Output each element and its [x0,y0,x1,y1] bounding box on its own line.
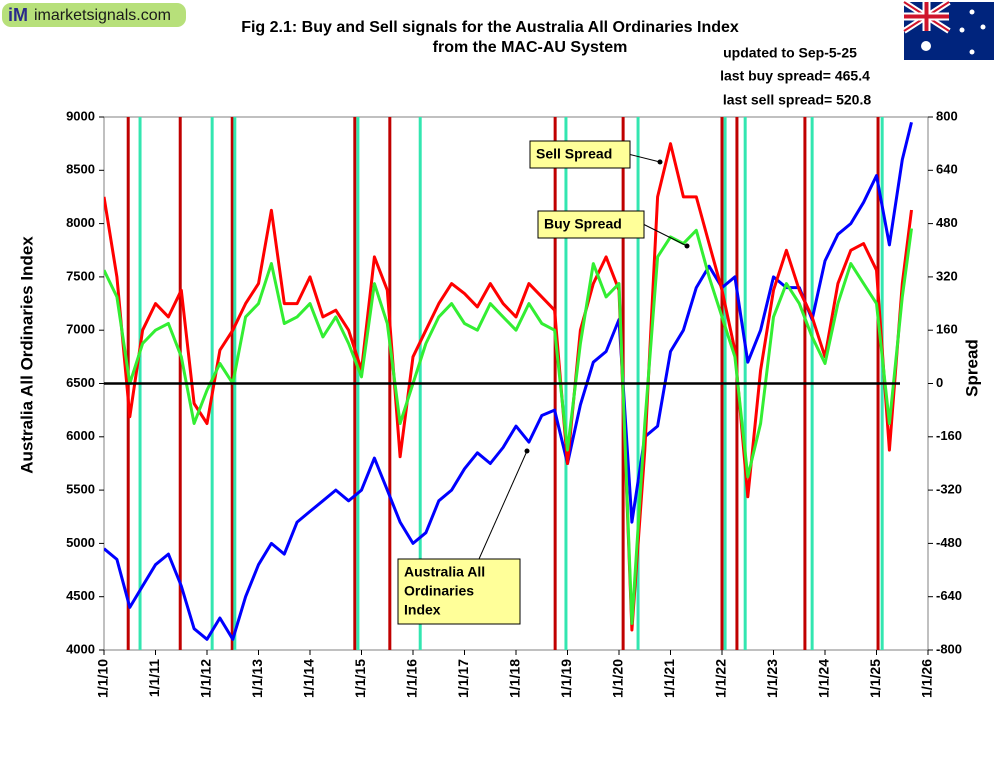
x-tick-label: 1/1/17 [455,659,471,698]
annotation-box [529,140,631,169]
x-tick-label: 1/1/22 [713,659,729,698]
y2-tick-label: 160 [936,322,958,337]
x-tick-label: 1/1/10 [95,659,111,698]
annotation-text: Index [404,602,441,618]
x-tick-label: 1/1/20 [610,659,626,698]
flag [902,0,994,60]
x-tick-label: 1/1/21 [661,659,677,698]
y2-tick-label: 320 [936,268,958,283]
x-tick-label: 1/1/19 [558,659,574,698]
chart-title: from the MAC-AU System [433,39,628,56]
annotation-arrow-head [684,243,690,249]
annotation-text: Buy Spread [544,216,622,232]
y2-tick-label: 480 [936,215,958,230]
y-tick-label: 8500 [66,162,95,177]
y-tick-label: 5500 [66,482,95,497]
y-tick-label: 9000 [66,108,95,123]
logo-mark: iM [8,5,28,25]
x-tick-label: 1/1/25 [867,659,883,698]
y2-tick-label: -320 [936,482,962,497]
y-tick-label: 4500 [66,588,95,603]
logo-badge [2,3,186,27]
x-tick-label: 1/1/13 [249,659,265,698]
annotation-text: Ordinaries [404,583,474,599]
annotation-arrow [643,224,688,247]
note: last buy spread= 465.4 [720,68,870,84]
note: last sell spread= 520.8 [723,92,871,108]
flag-star [969,49,975,55]
series-line [104,142,913,632]
y-tick-label: 8000 [66,215,95,230]
y-axis-label: Australia All Ordinaries Index [17,236,36,474]
y-tick-label: 7500 [66,268,95,283]
annotation-box [537,210,645,239]
y-tick-label: 4000 [66,641,95,656]
x-tick-label: 1/1/14 [301,659,317,698]
series-line [104,228,913,625]
x-tick-label: 1/1/24 [816,659,832,698]
annotation-text: Sell Spread [536,146,612,162]
note: updated to Sep-5-25 [723,45,857,61]
y2-tick-label: -640 [936,588,962,603]
logo: iM imarketsignals.com [2,3,186,27]
x-tick-label: 1/1/23 [764,659,780,698]
x-tick-label: 1/1/18 [507,659,523,698]
annotation-box [397,558,521,625]
y-tick-label: 6500 [66,375,95,390]
x-tick-label: 1/1/26 [919,659,935,698]
annotation-text: Australia All [404,564,485,580]
y2-tick-label: 800 [936,108,958,123]
flag-star [921,41,931,51]
chart-title: Fig 2.1: Buy and Sell signals for the Au… [241,19,739,36]
flag-star [980,24,986,30]
flag-star [959,27,965,33]
annotation-arrow-head [524,448,530,454]
x-tick-label: 1/1/16 [404,659,420,698]
y2-tick-label: -800 [936,641,962,656]
annotation-arrow [629,154,661,163]
y-tick-label: 7000 [66,322,95,337]
y-tick-label: 5000 [66,535,95,550]
annotation-arrow [478,450,528,560]
y-tick-label: 6000 [66,428,95,443]
x-tick-label: 1/1/12 [198,659,214,698]
y2-tick-label: -480 [936,535,962,550]
series-line [104,121,913,641]
x-tick-label: 1/1/15 [352,659,368,698]
y2-tick-label: -160 [936,428,962,443]
annotation-arrow-head [657,159,663,165]
flag-cross-red [904,2,949,31]
flag-star [969,9,975,15]
x-tick-label: 1/1/11 [146,659,162,697]
y2-tick-label: 640 [936,162,958,177]
logo-text: imarketsignals.com [34,7,171,24]
y2-axis-label: Spread [962,339,981,397]
y2-tick-label: 0 [936,375,943,390]
